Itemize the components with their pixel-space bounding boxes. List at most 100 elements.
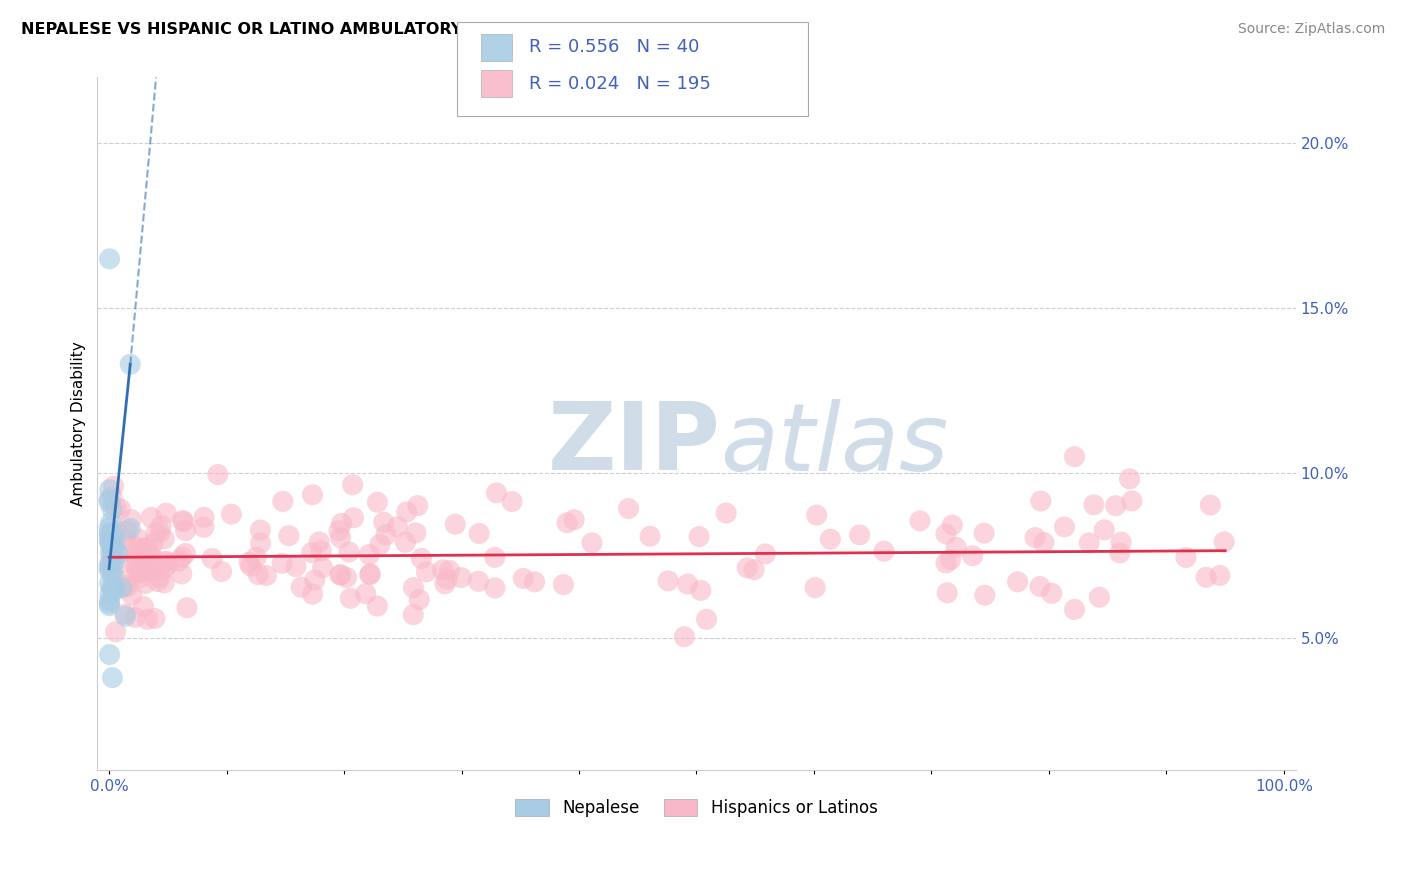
Point: [142, 537, 165, 551]
Point: [484, 550, 506, 565]
Point: [193, 510, 215, 524]
Point: [141, 559, 163, 574]
Point: [657, 574, 679, 588]
Point: [873, 544, 896, 558]
Point: [638, 529, 661, 543]
Point: [98, 546, 121, 560]
Text: R = 0.024   N = 195: R = 0.024 N = 195: [529, 75, 710, 93]
Point: [432, 563, 454, 577]
Point: [122, 546, 145, 560]
Point: [139, 548, 162, 562]
Point: [1108, 546, 1130, 560]
Point: [170, 566, 193, 581]
Point: [153, 560, 176, 574]
Point: [301, 488, 323, 502]
Point: [124, 610, 146, 624]
Point: [153, 576, 176, 591]
Point: [617, 501, 640, 516]
Point: [98, 576, 121, 591]
Point: [433, 576, 456, 591]
Point: [1029, 494, 1052, 508]
Point: [366, 599, 388, 613]
Point: [439, 563, 461, 577]
Point: [1209, 568, 1232, 582]
Point: [98, 533, 121, 548]
Y-axis label: Ambulatory Disability: Ambulatory Disability: [72, 342, 86, 506]
Point: [103, 581, 125, 595]
Point: [211, 565, 233, 579]
Point: [105, 524, 128, 538]
Point: [945, 541, 967, 555]
Point: [139, 548, 162, 562]
Point: [1040, 586, 1063, 600]
Point: [174, 524, 197, 538]
Point: [1195, 570, 1218, 584]
Point: [1092, 523, 1115, 537]
Point: [342, 510, 364, 524]
Point: [111, 581, 134, 595]
Text: NEPALESE VS HISPANIC OR LATINO AMBULATORY DISABILITY CORRELATION CHART: NEPALESE VS HISPANIC OR LATINO AMBULATOR…: [21, 22, 766, 37]
Text: R = 0.556   N = 40: R = 0.556 N = 40: [529, 38, 699, 56]
Point: [696, 612, 718, 626]
Point: [150, 518, 173, 533]
Point: [1032, 535, 1054, 549]
Point: [98, 587, 121, 601]
Point: [104, 583, 127, 598]
Point: [125, 559, 148, 574]
Point: [134, 541, 156, 556]
Point: [134, 576, 156, 591]
Point: [155, 506, 177, 520]
Text: Source: ZipAtlas.com: Source: ZipAtlas.com: [1237, 22, 1385, 37]
Point: [103, 479, 125, 493]
Point: [402, 607, 425, 622]
Legend: Nepalese, Hispanics or Latinos: Nepalese, Hispanics or Latinos: [509, 792, 884, 824]
Point: [149, 525, 172, 540]
Point: [170, 550, 193, 565]
Point: [1213, 535, 1236, 549]
Point: [98, 594, 121, 608]
Point: [101, 552, 124, 566]
Point: [120, 357, 142, 371]
Point: [104, 500, 127, 514]
Point: [1199, 498, 1222, 512]
Point: [336, 570, 359, 584]
Point: [120, 554, 142, 568]
Point: [103, 536, 125, 550]
Point: [1109, 535, 1132, 549]
Point: [342, 477, 364, 491]
Point: [328, 524, 350, 538]
Point: [1007, 574, 1029, 589]
Point: [143, 611, 166, 625]
Point: [104, 581, 127, 595]
Point: [512, 571, 534, 585]
Point: [115, 524, 138, 539]
Point: [939, 552, 962, 566]
Point: [301, 546, 323, 560]
Point: [339, 591, 361, 606]
Point: [128, 550, 150, 565]
Point: [98, 558, 121, 573]
Point: [1174, 550, 1197, 565]
Point: [1029, 580, 1052, 594]
Point: [127, 566, 149, 580]
Point: [581, 536, 603, 550]
Point: [394, 535, 416, 549]
Point: [136, 541, 159, 555]
Point: [311, 560, 333, 574]
Point: [742, 563, 765, 577]
Point: [128, 541, 150, 556]
Point: [1121, 494, 1143, 508]
Point: [941, 518, 963, 533]
Point: [359, 566, 381, 581]
Point: [207, 467, 229, 482]
Point: [132, 599, 155, 614]
Point: [98, 597, 121, 611]
Point: [98, 521, 121, 535]
Point: [127, 532, 149, 546]
Point: [146, 574, 169, 589]
Point: [120, 521, 142, 535]
Point: [174, 546, 197, 560]
Point: [408, 592, 430, 607]
Point: [329, 531, 352, 545]
Point: [120, 512, 142, 526]
